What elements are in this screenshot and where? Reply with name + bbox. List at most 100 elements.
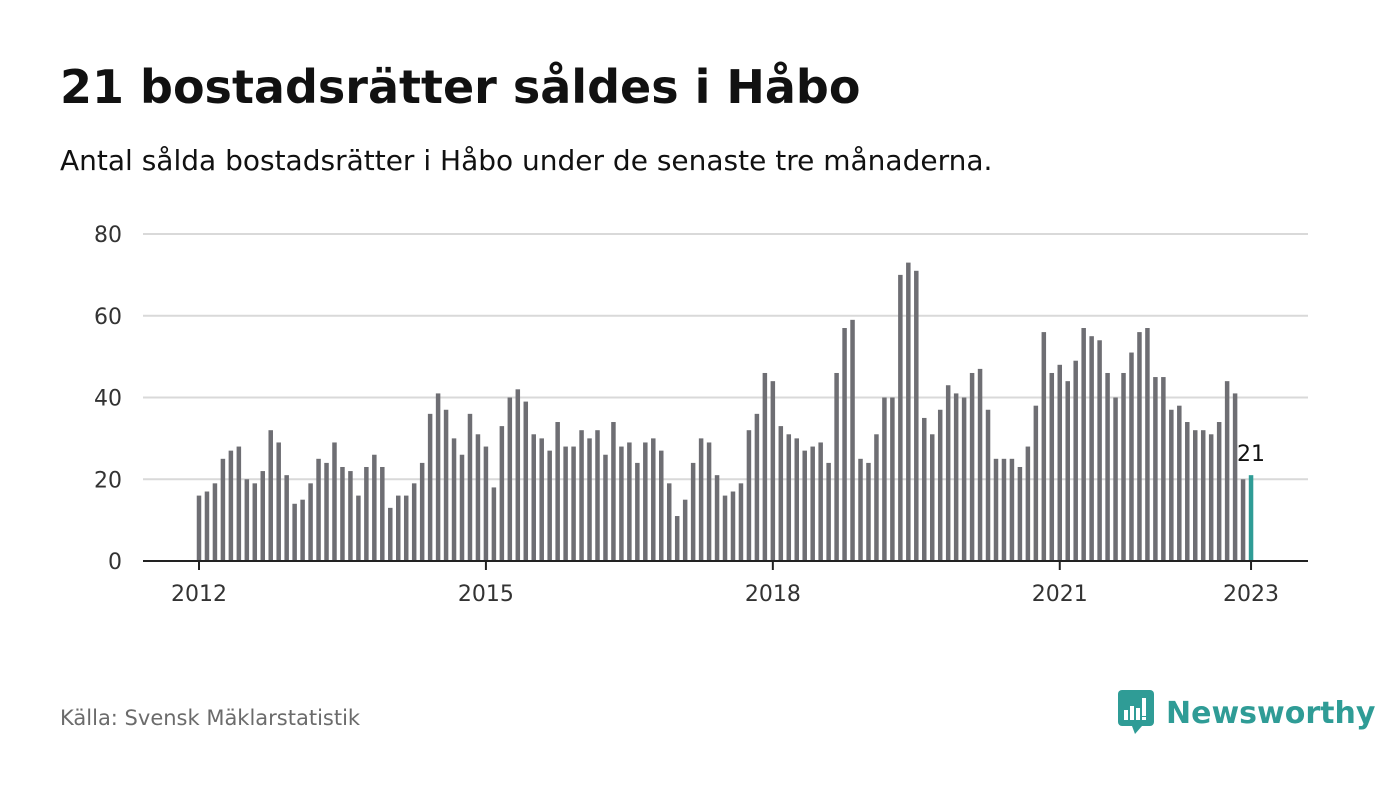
bar [898,274,903,562]
bar [483,446,489,561]
bar [1089,336,1094,561]
bar [435,393,441,561]
bar [802,450,807,561]
bar [818,442,823,561]
bar [730,491,736,561]
bar [834,372,839,561]
bar [977,368,983,561]
bar [236,446,242,561]
bar [364,466,369,561]
bar [196,495,202,561]
bar [1145,328,1150,561]
bar [874,434,879,561]
bar [1033,405,1039,561]
bar [475,434,481,561]
bar [268,430,273,561]
bar [388,507,393,561]
bar [937,409,943,561]
bar [858,458,863,561]
bar [539,438,544,562]
bar [929,434,935,561]
bar [348,471,353,561]
bar [507,397,513,561]
bar [1001,458,1007,561]
bar [1216,422,1222,561]
bar [914,270,919,561]
newsworthy-bar-chart-icon [1118,690,1154,734]
bar [499,426,505,561]
bar [826,462,831,561]
bar [690,462,696,561]
bar [714,475,720,561]
bar [674,516,680,561]
bar [635,462,640,561]
bar [443,409,449,561]
bar [945,385,951,561]
y-tick-label: 80 [94,223,122,248]
bar [842,328,847,561]
bar [260,471,266,561]
bar [491,487,497,561]
x-tick-label: 2021 [1032,582,1088,607]
bar [786,434,792,561]
bar [969,372,975,561]
bar [611,422,616,561]
bar [651,438,656,562]
bar [643,442,648,561]
bar [627,442,632,561]
bar [340,466,345,561]
labels: 0 20 40 60 80 2012 2015 2018 2021 2023 21 [94,223,1279,607]
x-tick-label: 2018 [745,582,801,607]
bar [1121,372,1126,561]
bar [666,483,672,561]
bar [332,442,337,561]
bar [1177,405,1182,561]
bar [1017,466,1023,561]
y-tick-label: 20 [94,468,122,493]
bar [762,372,768,561]
bar [985,409,991,561]
bar [587,438,592,562]
bar [1041,332,1047,561]
bar [1137,332,1142,561]
bars [196,262,1254,562]
bar [1009,458,1015,561]
bar [850,319,855,561]
bar [523,401,529,561]
bar [515,389,521,561]
bar [403,495,409,561]
bar [603,454,608,561]
bar [595,430,600,561]
bar [659,450,664,561]
bar [722,495,728,561]
bar [1065,381,1070,561]
bar [531,434,536,561]
bar [1129,352,1134,561]
bar [324,462,329,561]
y-tick-label: 0 [108,550,122,575]
bar [276,442,281,561]
bar [300,499,305,561]
bar [547,450,552,561]
x-tick-label: 2012 [171,582,227,607]
bar [1105,372,1110,561]
bar [810,446,815,561]
bar [1057,364,1063,561]
bar [1240,479,1246,561]
bar [794,438,799,562]
bar-highlight [1248,475,1254,561]
bar [1113,397,1118,561]
bar [1232,393,1238,561]
bar [1185,422,1190,561]
bar [459,454,465,561]
bar [754,413,760,561]
bar [682,499,688,561]
bar [1081,328,1086,561]
x-tick-label: 2015 [458,582,514,607]
source-note: Källa: Svensk Mäklarstatistik [60,706,361,730]
bar [1161,377,1166,561]
bar [284,475,289,561]
bar [1025,446,1031,561]
bar [308,483,313,561]
